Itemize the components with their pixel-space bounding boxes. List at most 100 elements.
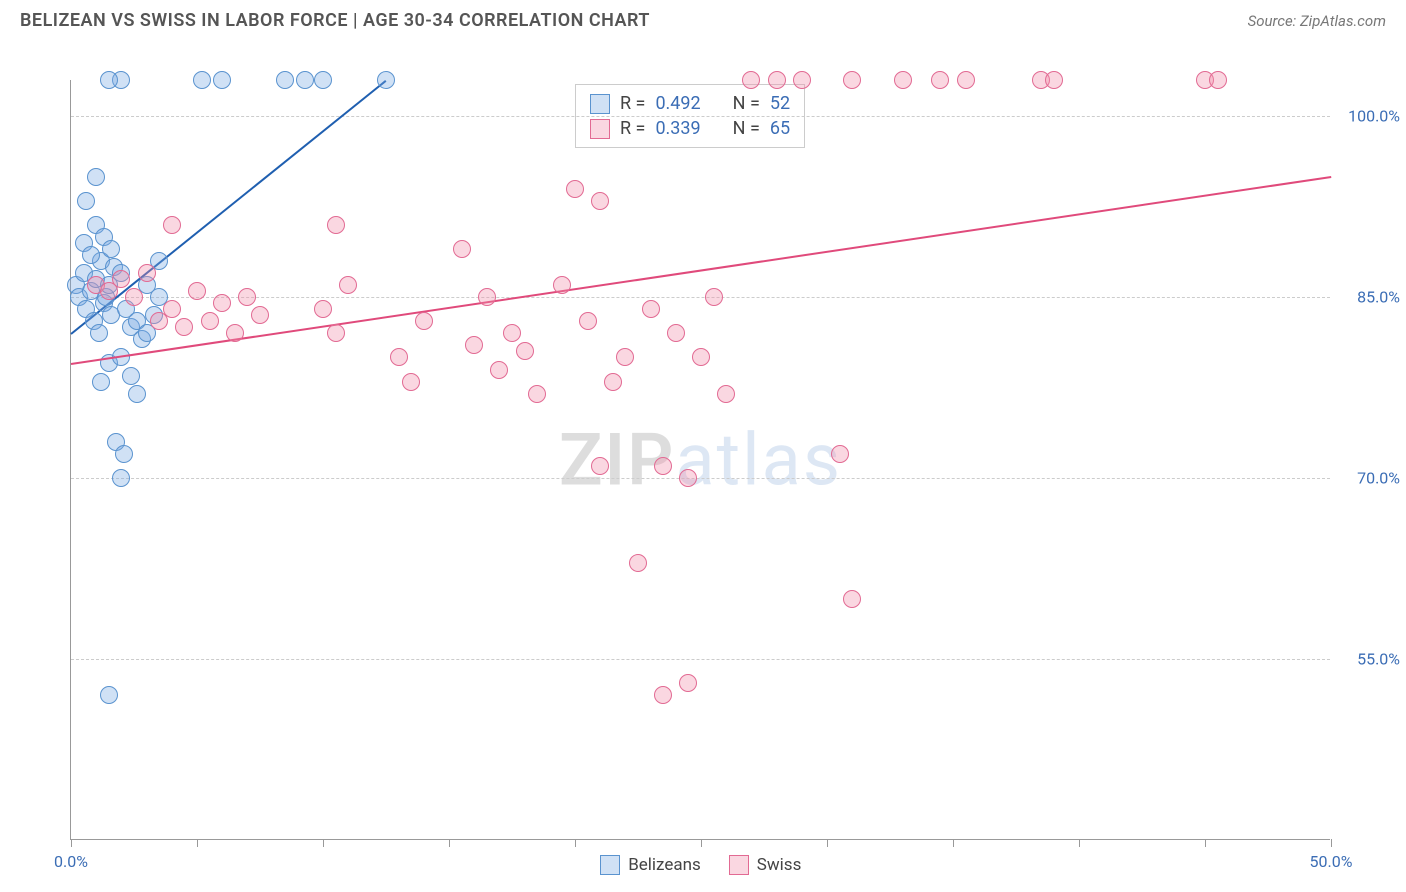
x-tick-label: 0.0%	[54, 852, 88, 871]
swiss-point	[957, 71, 975, 89]
swiss-point	[629, 554, 647, 572]
x-tick	[1331, 839, 1332, 847]
swiss-point	[339, 276, 357, 294]
swiss-point	[894, 71, 912, 89]
swiss-point	[478, 288, 496, 306]
plot-area: ZIPatlas R =0.492N =52R =0.339N =65 55.0…	[70, 80, 1330, 840]
n-label: N =	[733, 118, 760, 139]
belizeans-point	[87, 168, 105, 186]
swiss-trend-line	[71, 177, 1331, 366]
belizeans-point	[213, 71, 231, 89]
swiss-swatch	[590, 119, 610, 139]
swiss-point	[415, 312, 433, 330]
x-tick	[323, 839, 324, 847]
belizeans-point	[128, 385, 146, 403]
r-value: 0.492	[655, 93, 700, 114]
swiss-point	[251, 306, 269, 324]
swiss-point	[931, 71, 949, 89]
x-tick-label: 50.0%	[1310, 852, 1353, 871]
legend-item-swiss: Swiss	[729, 855, 802, 875]
swiss-point	[503, 324, 521, 342]
swiss-point	[188, 282, 206, 300]
belizeans-point	[115, 445, 133, 463]
swiss-point	[654, 457, 672, 475]
swiss-point	[490, 361, 508, 379]
swiss-point	[327, 216, 345, 234]
swiss-point	[616, 348, 634, 366]
swiss-point	[642, 300, 660, 318]
swiss-point	[843, 590, 861, 608]
belizeans-point	[92, 373, 110, 391]
swiss-point	[465, 336, 483, 354]
belizeans-point	[77, 192, 95, 210]
swiss-point	[1209, 71, 1227, 89]
swiss-point	[553, 276, 571, 294]
gridline	[71, 297, 1330, 298]
swiss-point	[453, 240, 471, 258]
swiss-point	[667, 324, 685, 342]
gridline	[71, 659, 1330, 660]
swiss-point	[604, 373, 622, 391]
belizeans-point	[112, 469, 130, 487]
swiss-point	[516, 342, 534, 360]
swiss-point	[768, 71, 786, 89]
belizeans-swatch	[590, 94, 610, 114]
stats-row-swiss: R =0.339N =65	[590, 116, 790, 141]
swiss-point	[566, 180, 584, 198]
swiss-point	[138, 264, 156, 282]
r-value: 0.339	[655, 118, 700, 139]
swiss-point	[314, 300, 332, 318]
x-tick	[71, 839, 72, 847]
gridline	[71, 478, 1330, 479]
x-tick	[1079, 839, 1080, 847]
source-attribution: Source: ZipAtlas.com	[1248, 12, 1386, 30]
swiss-point	[213, 294, 231, 312]
swiss-point	[679, 674, 697, 692]
swiss-point	[238, 288, 256, 306]
belizeans-point	[314, 71, 332, 89]
swiss-point	[692, 348, 710, 366]
legend-label: Swiss	[757, 855, 802, 875]
swiss-point	[390, 348, 408, 366]
swiss-point	[591, 192, 609, 210]
swiss-point	[201, 312, 219, 330]
chart-title: BELIZEAN VS SWISS IN LABOR FORCE | AGE 3…	[20, 10, 650, 31]
belizeans-point	[82, 246, 100, 264]
swiss-point	[226, 324, 244, 342]
swiss-point	[579, 312, 597, 330]
swiss-point	[175, 318, 193, 336]
swiss-point	[1045, 71, 1063, 89]
swiss-point	[528, 385, 546, 403]
r-label: R =	[620, 118, 645, 139]
swiss-point	[843, 71, 861, 89]
swiss-point	[793, 71, 811, 89]
n-label: N =	[733, 93, 760, 114]
r-label: R =	[620, 93, 645, 114]
swiss-point	[163, 216, 181, 234]
belizeans-point	[276, 71, 294, 89]
n-value: 52	[770, 93, 790, 114]
belizeans-swatch	[600, 855, 620, 875]
x-tick	[197, 839, 198, 847]
stats-row-belizeans: R = 0.492 N = 52	[590, 91, 790, 116]
swiss-point	[327, 324, 345, 342]
y-tick-label: 85.0%	[1340, 288, 1400, 307]
swiss-point	[742, 71, 760, 89]
swiss-point	[125, 288, 143, 306]
swiss-point	[679, 469, 697, 487]
x-tick	[1205, 839, 1206, 847]
x-tick	[827, 839, 828, 847]
swiss-point	[163, 300, 181, 318]
y-tick-label: 70.0%	[1340, 469, 1400, 488]
belizeans-point	[296, 71, 314, 89]
swiss-point	[402, 373, 420, 391]
x-tick	[953, 839, 954, 847]
belizeans-point	[100, 686, 118, 704]
swiss-point	[654, 686, 672, 704]
y-tick-label: 55.0%	[1340, 650, 1400, 669]
x-tick	[701, 839, 702, 847]
gridline	[71, 116, 1330, 117]
bottom-legend: BelizeansSwiss	[600, 855, 801, 875]
x-tick	[575, 839, 576, 847]
belizeans-point	[122, 367, 140, 385]
